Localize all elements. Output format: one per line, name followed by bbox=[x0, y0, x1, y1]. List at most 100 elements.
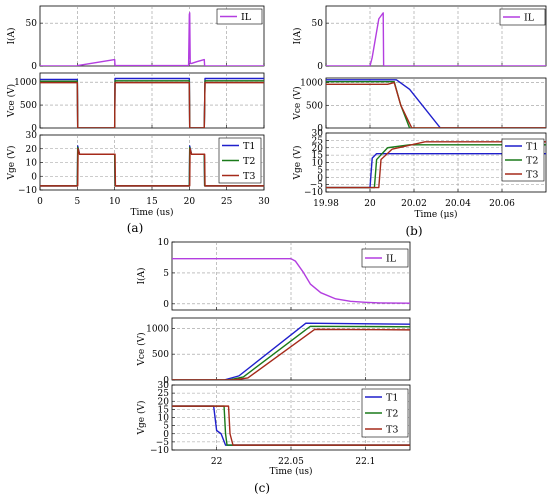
legend-label-T3: T3 bbox=[386, 425, 398, 436]
y-tick-label: 0 bbox=[31, 124, 37, 134]
y-tick-label: 0 bbox=[31, 62, 37, 72]
y-axis-label: I(A) bbox=[292, 27, 303, 44]
y-tick-label: 500 bbox=[20, 101, 37, 111]
y-tick-label: −5 bbox=[310, 181, 324, 191]
legend: T1 T2 T3 bbox=[218, 137, 262, 184]
legend: IL bbox=[499, 8, 546, 26]
y-tick-label: 50 bbox=[312, 19, 324, 29]
series-group bbox=[326, 141, 546, 189]
y-tick-label: 15 bbox=[158, 405, 170, 415]
series-line-T1 bbox=[172, 322, 410, 380]
x-tick-label: 10 bbox=[109, 197, 121, 207]
y-tick-label: 1000 bbox=[14, 78, 37, 88]
series-group bbox=[40, 12, 264, 66]
y-tick-label: 20 bbox=[312, 144, 324, 154]
y-tick-label: 30 bbox=[26, 131, 38, 141]
y-tick-label: 30 bbox=[312, 129, 324, 139]
x-tick-label: 25 bbox=[221, 197, 233, 207]
y-tick-label: 0 bbox=[31, 172, 37, 182]
figure-caption: (b) bbox=[405, 224, 422, 238]
legend-label-T3: T3 bbox=[243, 171, 255, 182]
x-tick-label: 15 bbox=[146, 197, 158, 207]
y-axis-label: Vce (V) bbox=[292, 86, 303, 120]
x-tick-label: 19.98 bbox=[313, 199, 339, 209]
legend-box bbox=[216, 8, 263, 25]
x-axis-label: Time (us) bbox=[269, 466, 312, 477]
series-group bbox=[326, 12, 546, 66]
y-tick-label: 0 bbox=[163, 430, 169, 440]
series-group bbox=[40, 145, 264, 187]
x-tick-label: 30 bbox=[258, 197, 270, 207]
x-tick-label: 22.05 bbox=[278, 457, 304, 467]
y-axis-label: Vge (V) bbox=[136, 401, 147, 436]
y-tick-label: 25 bbox=[158, 389, 170, 399]
legend-label-T2: T2 bbox=[386, 409, 398, 420]
panel-1: 0 50 I(A) bbox=[292, 5, 547, 72]
y-tick-label: 10 bbox=[158, 238, 170, 248]
x-tick-label: 20 bbox=[364, 199, 376, 209]
x-tick-label: 20.04 bbox=[445, 199, 471, 209]
series-line-T2 bbox=[172, 325, 410, 380]
y-tick-label: 15 bbox=[312, 151, 324, 161]
legend-box bbox=[499, 8, 546, 26]
figure-caption: (a) bbox=[127, 221, 144, 235]
y-tick-label: −10 bbox=[18, 186, 37, 196]
y-tick-label: −5 bbox=[156, 438, 170, 448]
y-axis-label: Vge (V) bbox=[292, 146, 303, 181]
y-axis-label: I(A) bbox=[136, 267, 147, 284]
legend-label-T1: T1 bbox=[243, 141, 255, 152]
series-line-T3 bbox=[326, 141, 546, 189]
legend-label-T2: T2 bbox=[243, 156, 255, 167]
series-group bbox=[40, 77, 264, 128]
legend-box bbox=[361, 248, 409, 268]
x-tick-label: 5 bbox=[74, 197, 80, 207]
y-tick-label: 10 bbox=[26, 159, 38, 169]
x-tick-label: 0 bbox=[37, 197, 43, 207]
y-axis-label: Vce (V) bbox=[6, 84, 17, 118]
x-tick-label: 20 bbox=[184, 197, 196, 207]
legend-label-T3: T3 bbox=[526, 170, 538, 181]
y-axis-label: Vge (V) bbox=[6, 146, 17, 181]
legend-label-IL: IL bbox=[386, 254, 397, 265]
figure-caption: (c) bbox=[254, 481, 270, 495]
y-tick-label: 0 bbox=[163, 300, 169, 310]
x-tick-label: 22.1 bbox=[355, 457, 375, 467]
y-tick-label: 0 bbox=[163, 376, 169, 386]
y-tick-label: 50 bbox=[26, 19, 38, 29]
x-axis-label: Time (μs) bbox=[414, 209, 457, 220]
panel-1: 0 5 10 I(A) bbox=[136, 238, 411, 311]
y-tick-label: 30 bbox=[158, 381, 170, 391]
x-tick-label: 20.06 bbox=[489, 199, 515, 209]
y-axis-label: Vce (V) bbox=[136, 332, 147, 366]
series-line-T3 bbox=[172, 405, 410, 446]
legend-label-IL: IL bbox=[241, 12, 252, 23]
series-line-IL bbox=[172, 257, 410, 304]
series-group bbox=[172, 257, 410, 304]
y-tick-label: 500 bbox=[152, 350, 169, 360]
legend: T1 T2 T3 bbox=[361, 388, 409, 438]
y-tick-label: 20 bbox=[158, 397, 170, 407]
legend: IL bbox=[361, 248, 409, 268]
y-tick-label: 500 bbox=[306, 101, 323, 111]
series-line-IL bbox=[40, 12, 264, 66]
plot-frame bbox=[325, 77, 547, 129]
y-tick-label: 5 bbox=[317, 166, 323, 176]
y-tick-label: 5 bbox=[163, 422, 169, 432]
legend-label-T1: T1 bbox=[526, 142, 538, 153]
y-axis-label: I(A) bbox=[6, 27, 17, 44]
series-group bbox=[326, 79, 546, 128]
series-line-T3 bbox=[172, 328, 410, 380]
legend-label-IL: IL bbox=[524, 13, 535, 24]
y-tick-label: 1000 bbox=[146, 324, 169, 334]
legend-label-T2: T2 bbox=[526, 156, 538, 167]
y-tick-label: 0 bbox=[317, 62, 323, 72]
y-tick-label: 20 bbox=[26, 145, 38, 155]
y-tick-label: −10 bbox=[150, 446, 169, 456]
